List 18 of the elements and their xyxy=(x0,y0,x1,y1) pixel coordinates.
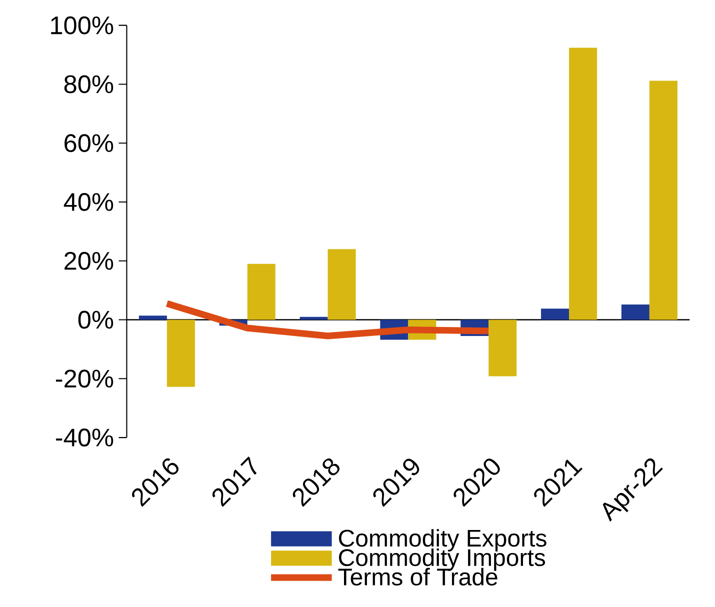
y-tick-label: 100% xyxy=(51,16,114,34)
bar xyxy=(138,316,167,320)
bar xyxy=(300,316,328,320)
bar xyxy=(488,320,517,376)
y-tick-label: 80% xyxy=(64,75,114,94)
bar xyxy=(247,264,276,320)
bar xyxy=(649,80,678,320)
y-tick-label: 40% xyxy=(64,193,114,211)
y-tick-label: 60% xyxy=(64,134,114,152)
y-tick-label: -40% xyxy=(56,428,114,447)
bar xyxy=(569,48,598,320)
bar xyxy=(166,320,195,387)
y-tick-label: -20% xyxy=(56,370,114,388)
bar xyxy=(541,308,570,320)
y-tick-label: 20% xyxy=(64,252,114,270)
bar xyxy=(621,304,650,320)
y-tick-label: 0% xyxy=(78,310,114,329)
bar xyxy=(328,249,356,320)
